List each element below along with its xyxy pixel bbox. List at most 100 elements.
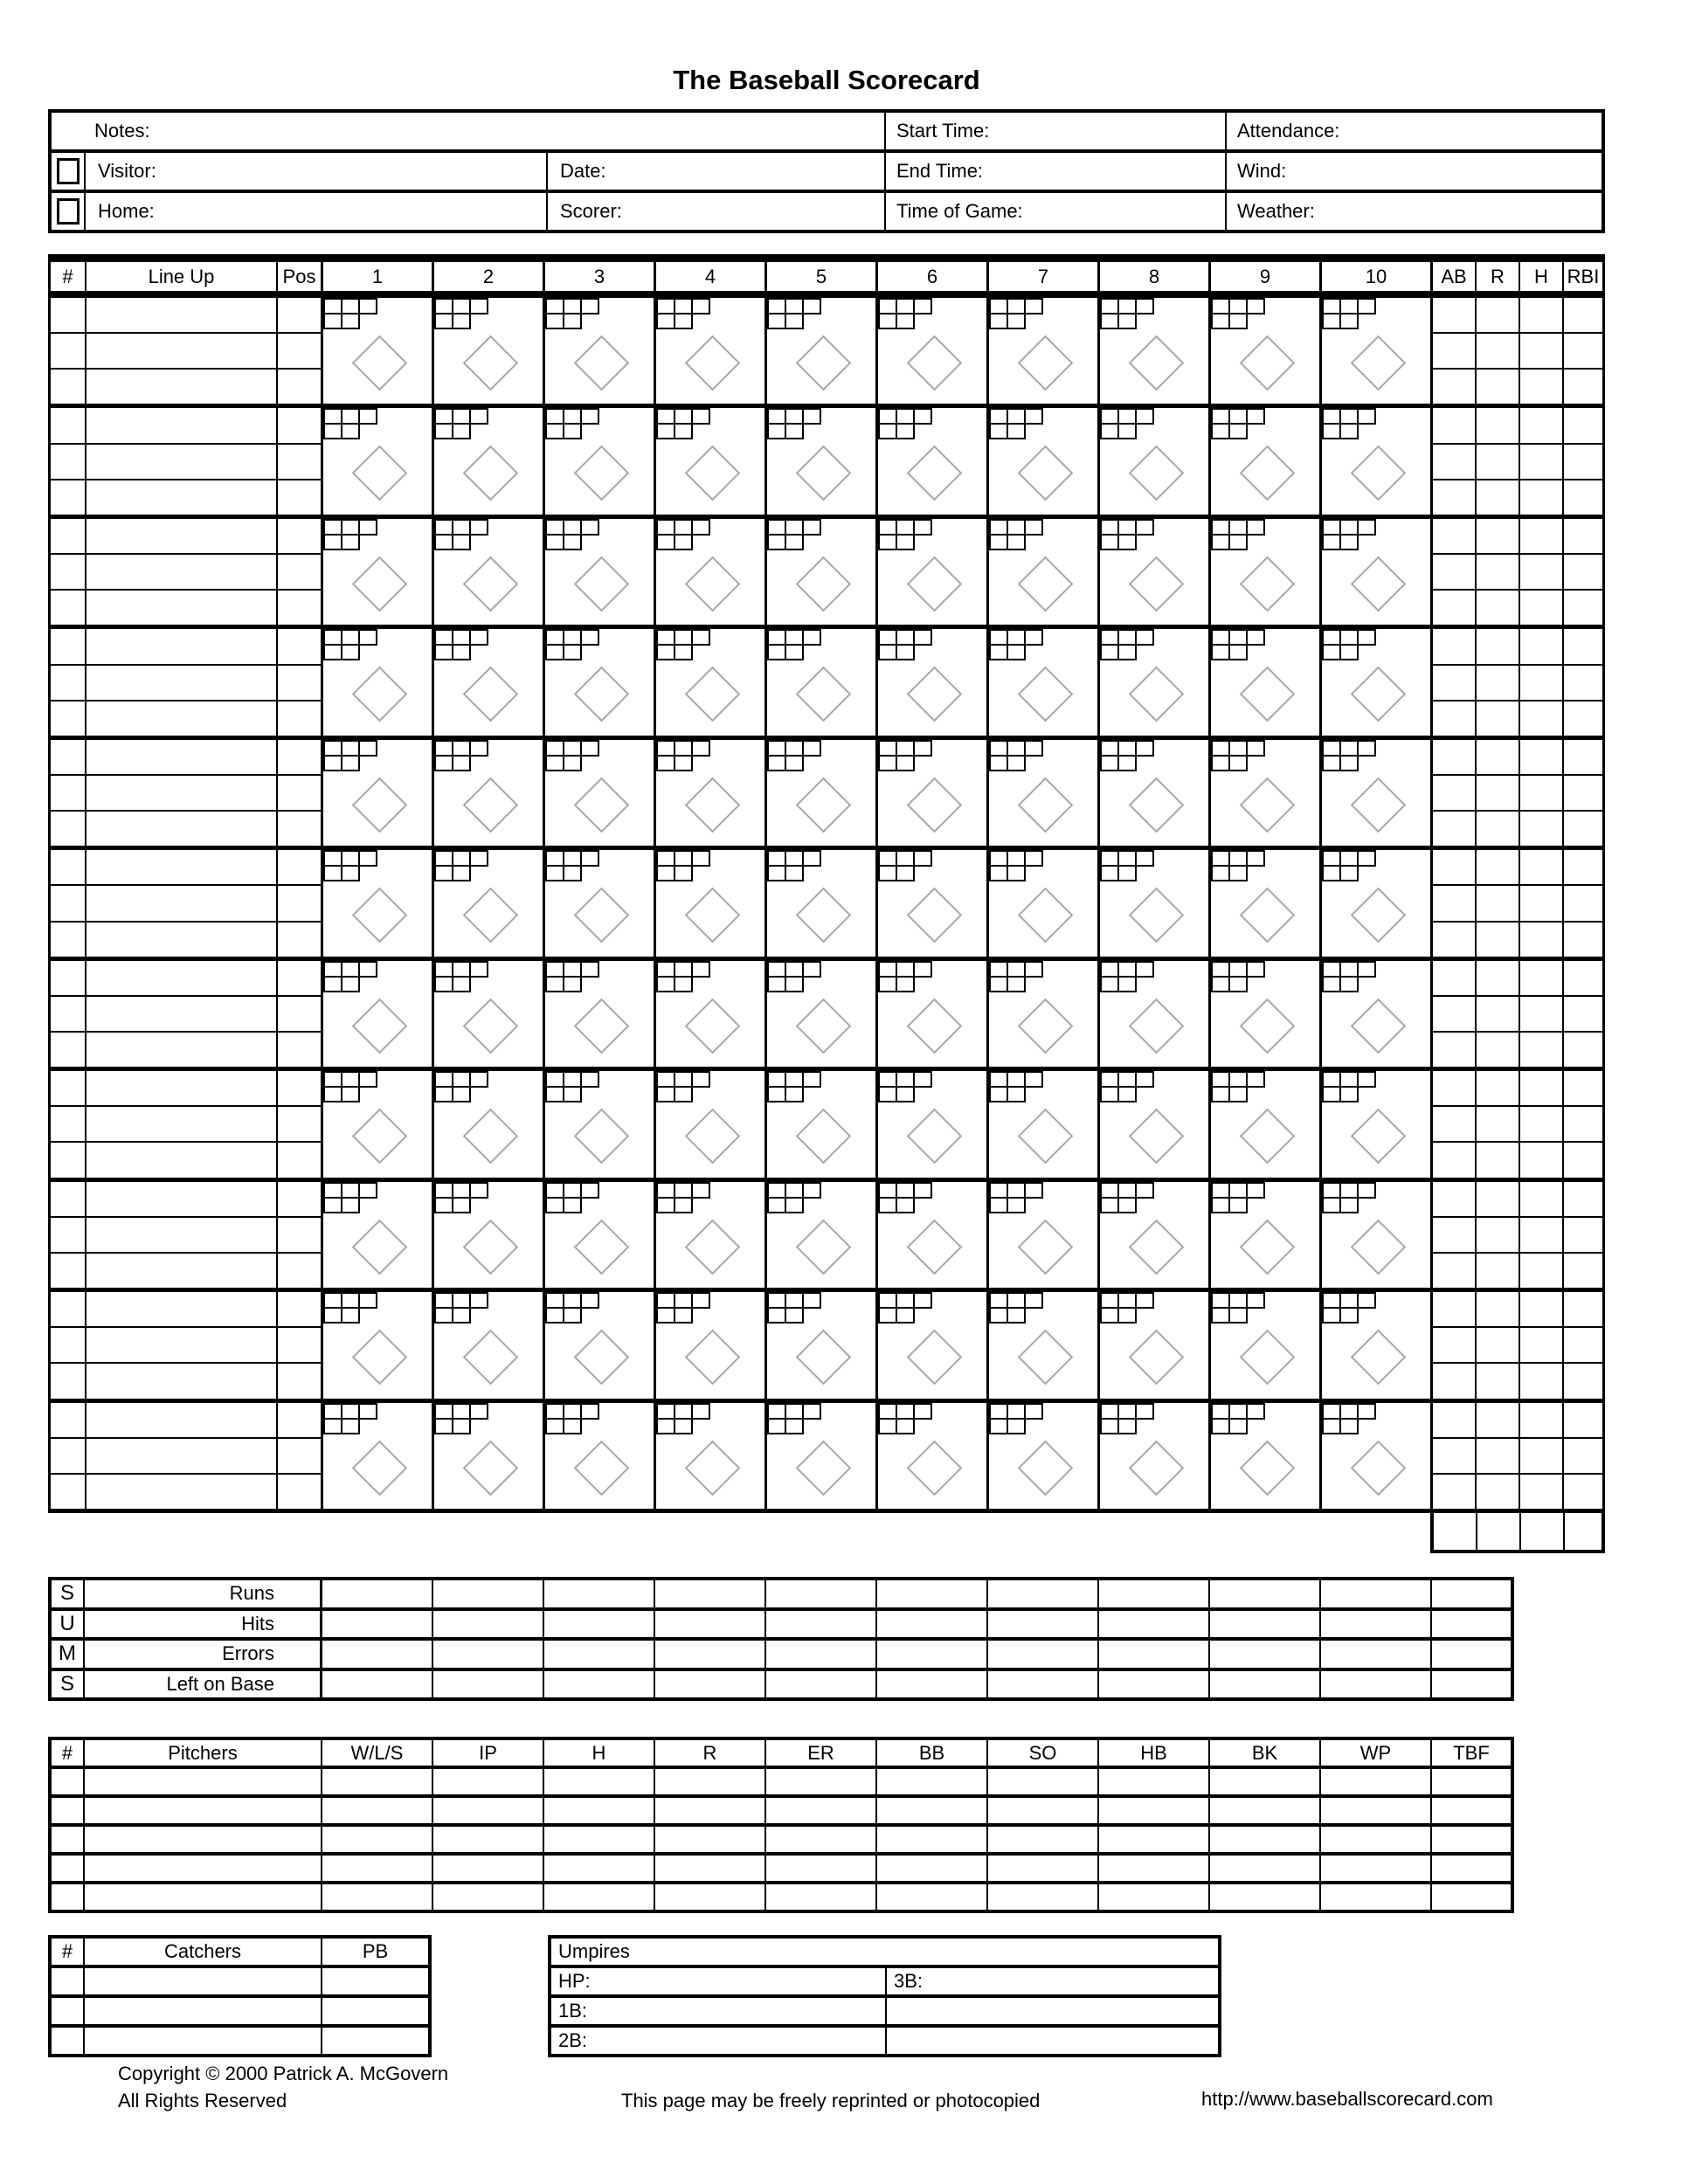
pitcher-stat-cell[interactable] [877, 1827, 988, 1852]
pitcher-stat-cell[interactable] [1210, 1827, 1321, 1852]
inning-cell[interactable] [878, 298, 989, 404]
inning-cell[interactable] [878, 629, 989, 736]
stat-cell[interactable] [1477, 1328, 1519, 1365]
stat-cell[interactable] [1433, 1107, 1475, 1144]
sums-inning-cell[interactable] [544, 1641, 655, 1668]
lineup-cell[interactable] [86, 961, 276, 997]
stat-cell[interactable] [1520, 1033, 1562, 1067]
catcher-name-cell[interactable] [85, 1998, 322, 2024]
stat-cell[interactable] [1433, 961, 1475, 997]
inning-cell[interactable] [545, 960, 656, 1068]
inning-cell[interactable] [989, 960, 1100, 1068]
position-cell[interactable] [278, 1107, 321, 1144]
umpire-2b-field[interactable]: 2B: [551, 2028, 887, 2054]
stat-cell[interactable] [1520, 1403, 1562, 1439]
pitcher-stat-cell[interactable] [1432, 1798, 1511, 1823]
sums-inning-cell[interactable] [988, 1670, 1099, 1697]
stat-cell[interactable] [1433, 1254, 1475, 1288]
stat-cell[interactable] [1433, 1439, 1475, 1475]
sums-inning-cell[interactable] [1099, 1610, 1210, 1637]
player-number-cell[interactable] [51, 740, 85, 776]
stat-cell[interactable] [1564, 1033, 1602, 1067]
sums-inning-cell[interactable] [1321, 1641, 1432, 1668]
stat-cell[interactable] [1477, 408, 1519, 445]
position-cell[interactable] [278, 1292, 321, 1329]
inning-cell[interactable] [434, 960, 545, 1068]
stat-cell[interactable] [1520, 666, 1562, 702]
inning-cell[interactable] [1322, 518, 1433, 625]
inning-cell[interactable] [434, 1292, 545, 1399]
time-of-game-field[interactable]: Time of Game: [886, 193, 1227, 230]
pitcher-stat-cell[interactable] [1321, 1798, 1432, 1823]
inning-cell[interactable] [1322, 1071, 1433, 1178]
position-cell[interactable] [278, 850, 321, 887]
stat-cell[interactable] [1433, 812, 1475, 846]
pitcher-stat-cell[interactable] [52, 1827, 85, 1852]
player-number-cell[interactable] [51, 555, 85, 591]
stat-cell[interactable] [1433, 997, 1475, 1033]
pitcher-stat-cell[interactable] [1432, 1884, 1511, 1910]
sums-inning-cell[interactable] [1099, 1641, 1210, 1668]
inning-cell[interactable] [1100, 739, 1211, 847]
inning-cell[interactable] [434, 1071, 545, 1178]
pitcher-stat-cell[interactable] [544, 1856, 655, 1881]
stat-cell[interactable] [1520, 850, 1562, 887]
sums-inning-cell[interactable] [433, 1580, 544, 1607]
pitcher-stat-cell[interactable] [655, 1798, 766, 1823]
sums-inning-cell[interactable] [1099, 1580, 1210, 1607]
lineup-cell[interactable] [86, 555, 276, 591]
stat-cell[interactable] [1433, 1033, 1475, 1067]
stat-cell[interactable] [1520, 776, 1562, 812]
inning-cell[interactable] [1322, 408, 1433, 515]
scorer-field[interactable]: Scorer: [548, 193, 886, 230]
pitcher-stat-cell[interactable] [1432, 1769, 1511, 1794]
inning-cell[interactable] [1322, 629, 1433, 736]
stat-cell[interactable] [1564, 1218, 1602, 1254]
player-number-cell[interactable] [51, 1292, 85, 1329]
stat-cell[interactable] [1433, 1475, 1475, 1509]
pitcher-stat-cell[interactable] [655, 1827, 766, 1852]
player-number-cell[interactable] [51, 334, 85, 370]
sums-inning-cell[interactable] [544, 1580, 655, 1607]
pitcher-stat-cell[interactable] [988, 1884, 1099, 1910]
player-number-cell[interactable] [51, 1403, 85, 1439]
position-cell[interactable] [278, 1328, 321, 1365]
player-number-cell[interactable] [51, 1071, 85, 1108]
stat-cell[interactable] [1433, 702, 1475, 736]
player-number-cell[interactable] [51, 1364, 85, 1398]
inning-cell[interactable] [545, 1292, 656, 1399]
inning-cell[interactable] [434, 850, 545, 957]
umpire-2b-value[interactable] [887, 2028, 1218, 2054]
position-cell[interactable] [278, 1033, 321, 1067]
stat-cell[interactable] [1520, 334, 1562, 370]
stat-cell[interactable] [1477, 886, 1519, 923]
inning-cell[interactable] [989, 518, 1100, 625]
stat-cell[interactable] [1520, 591, 1562, 625]
position-cell[interactable] [278, 702, 321, 736]
inning-cell[interactable] [656, 1181, 767, 1289]
stat-cell[interactable] [1433, 1328, 1475, 1365]
pitcher-stat-cell[interactable] [655, 1856, 766, 1881]
stat-cell[interactable] [1433, 408, 1475, 445]
lineup-cell[interactable] [86, 850, 276, 887]
pitcher-stat-cell[interactable] [988, 1769, 1099, 1794]
pitcher-stat-cell[interactable] [1099, 1856, 1210, 1881]
player-number-cell[interactable] [51, 666, 85, 702]
sums-inning-cell[interactable] [544, 1610, 655, 1637]
inning-cell[interactable] [767, 408, 878, 515]
inning-cell[interactable] [1100, 298, 1211, 404]
position-cell[interactable] [278, 1475, 321, 1509]
inning-cell[interactable] [1322, 739, 1433, 847]
stat-cell[interactable] [1564, 1182, 1602, 1218]
stat-cell[interactable] [1520, 1218, 1562, 1254]
inning-cell[interactable] [989, 1402, 1100, 1509]
pitcher-stat-cell[interactable] [1432, 1827, 1511, 1852]
inning-cell[interactable] [1100, 1402, 1211, 1509]
inning-cell[interactable] [878, 408, 989, 515]
inning-cell[interactable] [878, 1071, 989, 1178]
player-number-cell[interactable] [51, 629, 85, 666]
stat-cell[interactable] [1433, 1403, 1475, 1439]
stat-cell[interactable] [1564, 334, 1602, 370]
pitcher-name-cell[interactable] [85, 1798, 322, 1823]
inning-cell[interactable] [1100, 1292, 1211, 1399]
